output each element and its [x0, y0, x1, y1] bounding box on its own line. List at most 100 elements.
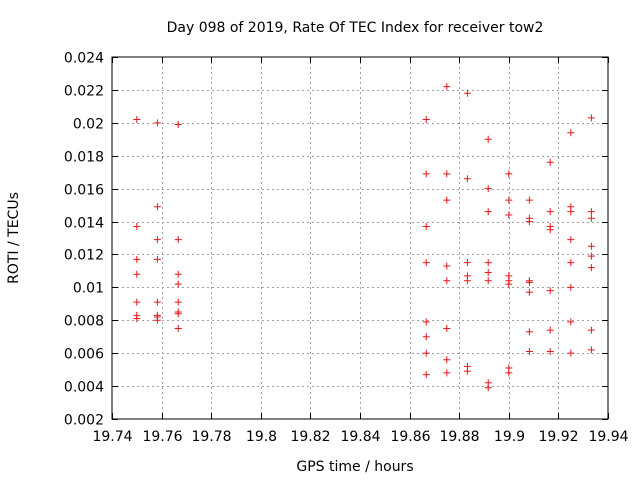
data-point — [525, 348, 533, 356]
y-tick-label: 0.006 — [64, 347, 104, 363]
data-point — [133, 298, 141, 306]
data-point — [567, 208, 575, 216]
data-point — [133, 222, 141, 230]
data-point — [546, 208, 554, 216]
data-point — [443, 170, 451, 178]
y-tick-label: 0.02 — [73, 117, 104, 133]
data-point — [133, 270, 141, 278]
data-point — [443, 325, 451, 332]
data-point — [567, 283, 575, 291]
data-point — [174, 298, 182, 306]
chart-title: Day 098 of 2019, Rate Of TEC Index for r… — [167, 20, 544, 36]
data-point — [422, 318, 430, 326]
data-point — [422, 259, 430, 267]
data-point — [443, 356, 451, 364]
x-tick-label: 19.94 — [588, 429, 628, 445]
data-point — [422, 333, 430, 341]
data-point — [505, 280, 513, 288]
data-point — [443, 83, 451, 91]
data-point — [505, 196, 513, 204]
y-tick-label: 0.01 — [73, 281, 104, 297]
data-point — [174, 236, 182, 244]
data-point — [174, 120, 182, 128]
data-point — [525, 196, 533, 204]
y-tick-label: 0.024 — [64, 51, 104, 67]
data-point — [567, 236, 575, 244]
data-point — [505, 170, 513, 178]
data-point — [422, 349, 430, 357]
data-point — [133, 116, 141, 124]
data-point — [587, 326, 595, 334]
data-point — [443, 262, 451, 270]
y-tick-label: 0.016 — [64, 183, 104, 199]
data-point — [133, 255, 141, 263]
x-tick-label: 19.74 — [92, 429, 132, 445]
x-tick-label: 19.86 — [390, 429, 430, 445]
y-tick-label: 0.022 — [64, 84, 104, 100]
data-point — [587, 346, 595, 354]
x-axis-label: GPS time / hours — [296, 459, 413, 475]
grid — [112, 57, 608, 419]
data-point — [587, 114, 595, 122]
x-tick-label: 19.84 — [340, 429, 380, 445]
data-point — [546, 226, 554, 234]
y-tick-label: 0.004 — [64, 380, 104, 396]
data-point — [422, 222, 430, 230]
y-tick-label: 0.018 — [64, 150, 104, 166]
data-point — [174, 310, 182, 318]
data-point — [133, 315, 141, 323]
data-point — [525, 288, 533, 296]
x-tick-label: 19.76 — [142, 429, 182, 445]
data-point — [567, 259, 575, 267]
data-point — [463, 367, 471, 375]
data-point — [463, 175, 471, 183]
data-point — [587, 242, 595, 250]
data-point — [587, 264, 595, 272]
data-point — [587, 214, 595, 222]
data-point — [567, 318, 575, 326]
data-point — [567, 129, 575, 137]
data-point — [174, 280, 182, 288]
x-tick-label: 19.82 — [290, 429, 330, 445]
data-point — [484, 208, 492, 216]
data-point — [463, 89, 471, 97]
data-point — [422, 170, 430, 178]
data-point — [505, 369, 513, 377]
x-tick-label: 19.88 — [439, 429, 479, 445]
data-point — [546, 158, 554, 166]
data-point — [484, 384, 492, 392]
data-point — [484, 135, 492, 143]
data-point — [153, 119, 161, 127]
data-point — [546, 287, 554, 295]
data-point — [484, 185, 492, 193]
y-tick-labels: 0.002 0.004 0.006 0.008 0.01 0.012 0.014 0.016 0… — [64, 51, 104, 429]
data-point — [422, 116, 430, 124]
y-tick-label: 0.002 — [64, 413, 104, 429]
data-point — [153, 236, 161, 244]
data-point — [525, 278, 533, 286]
data-point — [587, 208, 595, 216]
data-point — [525, 328, 533, 336]
x-tick-label: 19.8 — [246, 429, 277, 445]
y-tick-label: 0.008 — [64, 314, 104, 330]
data-point — [567, 349, 575, 357]
data-point — [463, 277, 471, 285]
data-point — [587, 252, 595, 260]
data-point — [484, 277, 492, 285]
data-point — [174, 270, 182, 278]
x-tick-label: 19.78 — [191, 429, 231, 445]
data-point — [525, 218, 533, 226]
data-point — [443, 369, 451, 377]
data-point — [153, 255, 161, 263]
plot-frame — [111, 56, 609, 420]
data-point — [422, 371, 430, 379]
data-point — [443, 277, 451, 285]
data-point — [505, 211, 513, 219]
data-point — [484, 259, 492, 267]
data-point — [463, 259, 471, 267]
x-tick-label: 19.92 — [538, 429, 578, 445]
x-tick-label: 19.9 — [494, 429, 525, 445]
data-point — [153, 316, 161, 324]
